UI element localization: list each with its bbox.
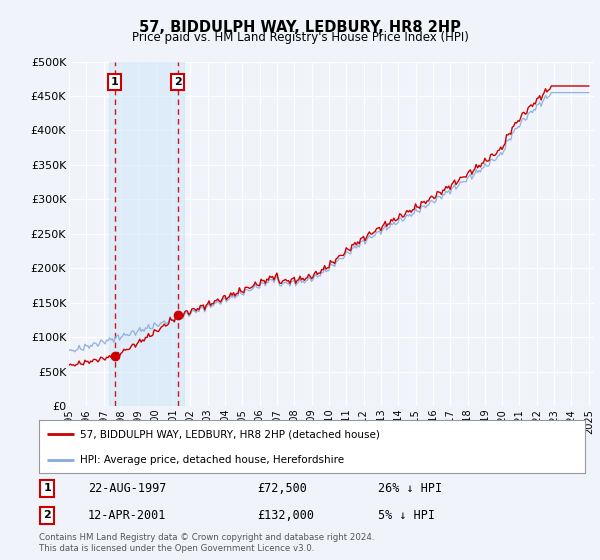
Text: 22-AUG-1997: 22-AUG-1997: [88, 482, 167, 495]
Text: 57, BIDDULPH WAY, LEDBURY, HR8 2HP: 57, BIDDULPH WAY, LEDBURY, HR8 2HP: [139, 20, 461, 35]
Text: 1: 1: [111, 77, 119, 87]
Bar: [109, 62, 184, 406]
Text: 1: 1: [43, 483, 51, 493]
Text: 2: 2: [174, 77, 182, 87]
Text: 2: 2: [43, 510, 51, 520]
Text: Contains HM Land Registry data © Crown copyright and database right 2024.
This d: Contains HM Land Registry data © Crown c…: [39, 533, 374, 553]
Text: 12-APR-2001: 12-APR-2001: [88, 508, 167, 522]
Text: 57, BIDDULPH WAY, LEDBURY, HR8 2HP (detached house): 57, BIDDULPH WAY, LEDBURY, HR8 2HP (deta…: [80, 430, 380, 440]
Text: HPI: Average price, detached house, Herefordshire: HPI: Average price, detached house, Here…: [80, 455, 344, 465]
Text: Price paid vs. HM Land Registry's House Price Index (HPI): Price paid vs. HM Land Registry's House …: [131, 31, 469, 44]
Text: £72,500: £72,500: [257, 482, 307, 495]
Text: 26% ↓ HPI: 26% ↓ HPI: [377, 482, 442, 495]
Text: 5% ↓ HPI: 5% ↓ HPI: [377, 508, 434, 522]
Text: £132,000: £132,000: [257, 508, 314, 522]
